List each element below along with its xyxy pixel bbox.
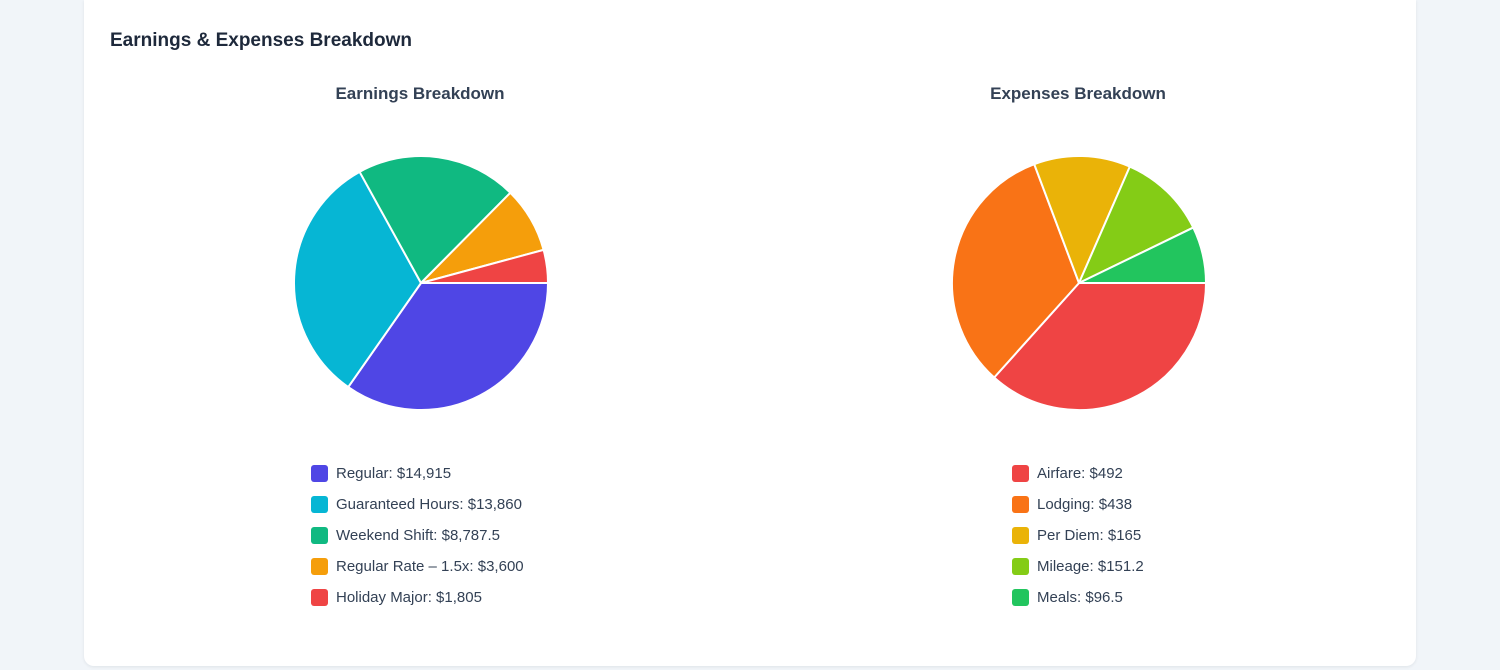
legend-swatch <box>311 589 328 606</box>
legend-swatch <box>1012 496 1029 513</box>
expenses-legend-item-lodging[interactable]: Lodging: $438 <box>1012 489 1144 520</box>
earnings-pie <box>293 155 549 411</box>
legend-label: Mileage: $151.2 <box>1037 558 1144 575</box>
earnings-legend-item-regular[interactable]: Regular: $14,915 <box>311 458 524 489</box>
expenses-slice-meals[interactable] <box>1078 226 1207 284</box>
legend-label: Airfare: $492 <box>1037 465 1123 482</box>
earnings-legend-item-guaranteed-hours[interactable]: Guaranteed Hours: $13,860 <box>311 489 524 520</box>
expenses-legend: Airfare: $492 Lodging: $438 Per Diem: $165… <box>1012 458 1144 613</box>
legend-label: Meals: $96.5 <box>1037 589 1123 606</box>
legend-swatch <box>1012 558 1029 575</box>
legend-label: Guaranteed Hours: $13,860 <box>336 496 522 513</box>
expenses-chart: Expenses Breakdown Airfare: $492 Lodging:… <box>748 0 1408 666</box>
expenses-slice-airfare[interactable] <box>993 282 1207 411</box>
earnings-slice-holiday-major[interactable] <box>420 248 549 284</box>
earnings-chart: Earnings Breakdown Regular: $14,915 Guara… <box>90 0 750 666</box>
expenses-legend-item-per-diem[interactable]: Per Diem: $165 <box>1012 520 1144 551</box>
legend-swatch <box>1012 465 1029 482</box>
expenses-chart-title: Expenses Breakdown <box>990 84 1166 103</box>
legend-label: Regular: $14,915 <box>336 465 452 482</box>
expenses-slice-per-diem[interactable] <box>1033 155 1131 284</box>
legend-swatch <box>311 527 328 544</box>
earnings-legend-item-weekend-shift[interactable]: Weekend Shift: $8,787.5 <box>311 520 524 551</box>
earnings-legend-item-holiday-major[interactable]: Holiday Major: $1,805 <box>311 582 524 613</box>
legend-swatch <box>1012 589 1029 606</box>
earnings-legend-item-regular-rate-1-5x[interactable]: Regular Rate – 1.5x: $3,600 <box>311 551 524 582</box>
expenses-legend-item-airfare[interactable]: Airfare: $492 <box>1012 458 1144 489</box>
expenses-legend-item-mileage[interactable]: Mileage: $151.2 <box>1012 551 1144 582</box>
earnings-chart-title: Earnings Breakdown <box>335 84 505 103</box>
earnings-legend: Regular: $14,915 Guaranteed Hours: $13,86… <box>311 458 524 613</box>
earnings-slice-regular[interactable] <box>347 282 549 411</box>
expenses-slice-lodging[interactable] <box>951 163 1080 379</box>
legend-swatch <box>311 465 328 482</box>
legend-swatch <box>311 496 328 513</box>
legend-swatch <box>311 558 328 575</box>
expenses-pie <box>951 155 1207 411</box>
legend-label: Lodging: $438 <box>1037 496 1133 513</box>
expenses-legend-item-meals[interactable]: Meals: $96.5 <box>1012 582 1144 613</box>
breakdown-card: Earnings & Expenses Breakdown Earnings B… <box>84 0 1416 666</box>
legend-label: Weekend Shift: $8,787.5 <box>336 527 501 544</box>
card-title: Earnings & Expenses Breakdown <box>110 30 412 51</box>
legend-label: Regular Rate – 1.5x: $3,600 <box>336 558 524 575</box>
expenses-slice-mileage[interactable] <box>1078 165 1195 284</box>
legend-label: Holiday Major: $1,805 <box>336 589 482 606</box>
legend-label: Per Diem: $165 <box>1037 527 1142 544</box>
earnings-slice-weekend-shift[interactable] <box>358 155 512 284</box>
legend-swatch <box>1012 527 1029 544</box>
